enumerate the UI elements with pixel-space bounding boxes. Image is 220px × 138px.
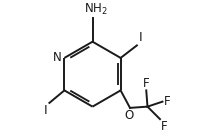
Text: N: N (53, 51, 61, 64)
Text: I: I (139, 31, 142, 44)
Text: F: F (143, 77, 150, 90)
Text: NH$_2$: NH$_2$ (84, 2, 108, 17)
Text: O: O (125, 108, 134, 121)
Text: I: I (44, 104, 48, 117)
Text: F: F (161, 120, 168, 133)
Text: F: F (164, 95, 170, 108)
